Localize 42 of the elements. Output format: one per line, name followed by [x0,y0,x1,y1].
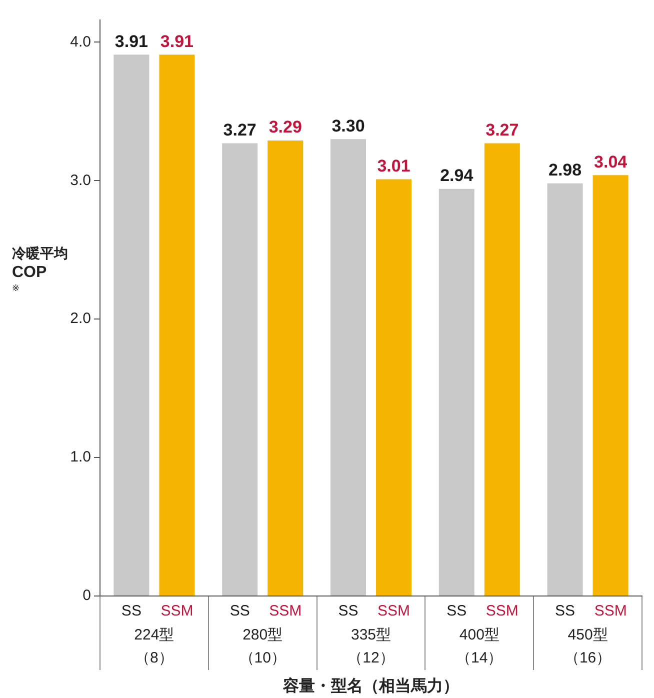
text: SSM [594,602,627,620]
x-tick-label: 280型（10） [239,626,286,667]
y-tick-label: 2.0 [70,310,91,328]
x-axis-title: 容量・型名（相当馬力） [282,676,459,695]
x-tick-label: 450型（16） [564,626,612,667]
data-label: 3.04 [594,152,628,172]
series-label: SS [121,602,142,620]
bar [484,143,520,596]
data-label: 3.29 [268,118,302,137]
y-tick-label: 3.0 [70,172,91,189]
text: SS [230,602,250,620]
y-tick-label: 4.0 [70,33,91,50]
bar [114,54,150,596]
x-tick-label: 400型（14） [456,626,503,667]
bar [376,179,412,596]
x-tick-label: 224型（8） [134,626,174,667]
data-label: 3.01 [377,156,410,176]
text: SS [446,602,467,620]
series-label: SSM [160,602,194,620]
bar [547,183,583,596]
x-tick-label: 335型（12） [348,626,394,667]
data-label: 3.91 [160,32,194,51]
text: SSM [378,602,410,620]
bar [438,188,474,596]
y-axis-title: 冷暖平均 COP ※ [12,244,68,293]
y-tick-label: 0 [82,587,91,604]
text: SSM [269,602,302,620]
data-label: 3.27 [486,120,519,140]
data-label: 2.94 [440,166,474,186]
data-label: 3.91 [114,32,148,51]
bar [159,54,195,596]
bar [222,143,258,596]
text: SS [338,602,358,620]
text: SSM [486,602,518,620]
bar [592,175,628,596]
bar [330,139,366,596]
y-tick-label: 1.0 [70,448,91,466]
text: SS [555,602,576,620]
data-label: 3.30 [332,116,365,136]
bar [268,140,304,596]
data-label: 3.27 [223,120,256,140]
data-label: 2.98 [548,160,582,180]
